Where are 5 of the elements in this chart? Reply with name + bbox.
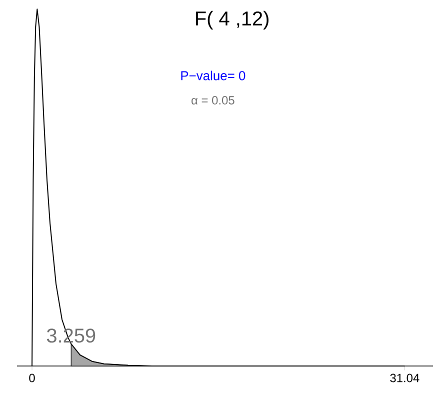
annotation: α = 0.05 xyxy=(192,96,234,105)
x-tick-label: 31.04 xyxy=(390,374,420,382)
annotation: P−value= 0 xyxy=(181,70,246,80)
x-tick-label: 0 xyxy=(29,374,35,382)
chart-title: F( 4 ,12) xyxy=(196,10,268,30)
